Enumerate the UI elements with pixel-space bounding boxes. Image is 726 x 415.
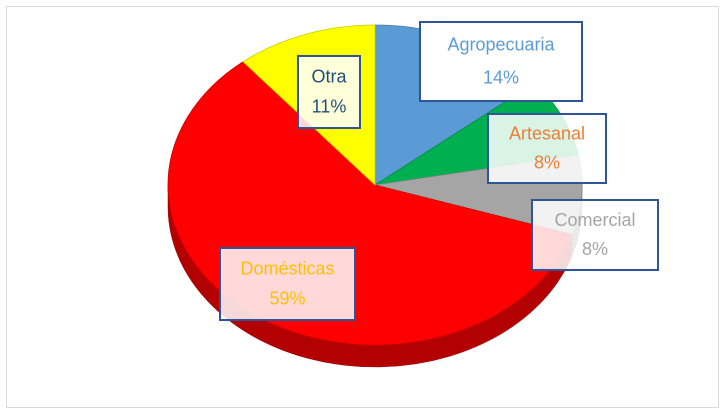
category-label: Comercial — [554, 210, 635, 230]
value-label: 59% — [269, 289, 305, 309]
value-label: 8% — [582, 239, 608, 259]
label-box — [531, 199, 659, 271]
value-label: 8% — [534, 152, 560, 172]
label-box — [297, 55, 361, 129]
label-box — [219, 247, 356, 321]
label-box — [419, 21, 583, 102]
category-label: Artesanal — [509, 123, 585, 143]
value-label: 14% — [483, 68, 519, 88]
label-box — [487, 113, 607, 184]
category-label: Domésticas — [240, 258, 334, 278]
category-label: Otra — [311, 66, 347, 86]
category-label: Agropecuaria — [447, 34, 555, 54]
value-label: 11% — [312, 97, 347, 117]
